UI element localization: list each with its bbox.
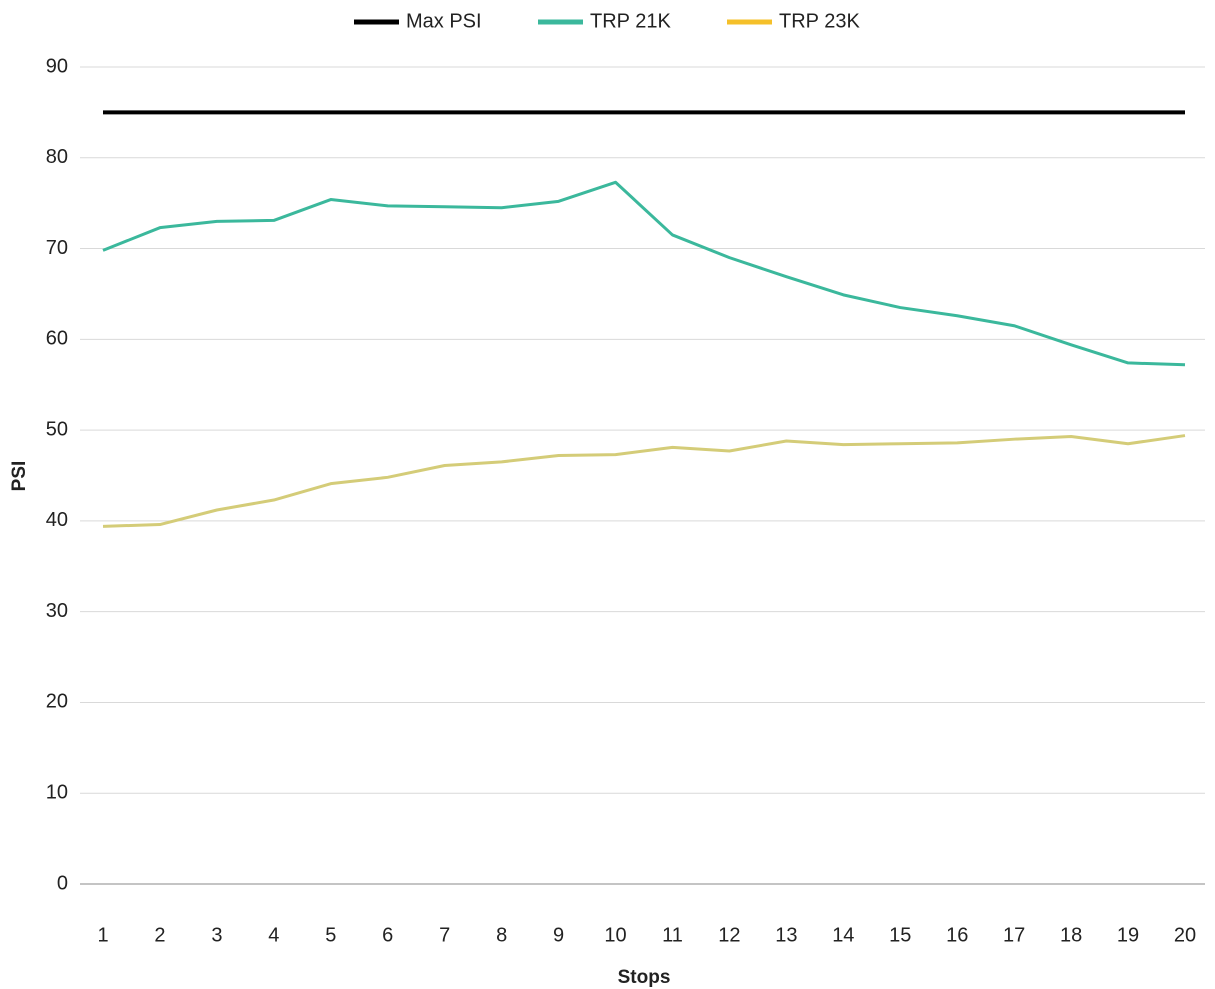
- y-tick-label: 10: [46, 782, 68, 804]
- legend-label: Max PSI: [406, 10, 482, 32]
- x-tick-label: 8: [496, 924, 507, 946]
- line-series: [102, 180, 1186, 367]
- line-series: [102, 434, 1186, 528]
- x-tick-label: 19: [1117, 924, 1139, 946]
- x-tick-label: 20: [1174, 924, 1196, 946]
- x-tick-label: 16: [946, 924, 968, 946]
- x-tick-label: 14: [832, 924, 854, 946]
- x-tick-label: 13: [775, 924, 797, 946]
- x-tick-label: 15: [889, 924, 911, 946]
- y-tick-label: 80: [46, 146, 68, 168]
- y-tick-label: 60: [46, 328, 68, 350]
- y-tick-label: 0: [57, 872, 68, 894]
- x-tick-label: 17: [1003, 924, 1025, 946]
- x-axis-title: Stops: [618, 967, 671, 988]
- x-tick-label: 2: [154, 924, 165, 946]
- y-tick-label: 40: [46, 509, 68, 531]
- x-tick-label: 6: [382, 924, 393, 946]
- y-tick-label: 20: [46, 691, 68, 713]
- legend-label: TRP 23K: [779, 10, 860, 32]
- x-tick-label: 3: [211, 924, 222, 946]
- x-tick-label: 7: [439, 924, 450, 946]
- legend-label: TRP 21K: [590, 10, 671, 32]
- x-tick-label: 9: [553, 924, 564, 946]
- y-tick-label: 90: [46, 55, 68, 77]
- y-axis-title: PSI: [9, 461, 30, 492]
- x-tick-label: 12: [718, 924, 740, 946]
- y-tick-label: 50: [46, 418, 68, 440]
- x-tick-label: 4: [268, 924, 279, 946]
- x-tick-label: 18: [1060, 924, 1082, 946]
- x-tick-label: 10: [604, 924, 626, 946]
- y-tick-label: 70: [46, 237, 68, 259]
- x-tick-label: 1: [97, 924, 108, 946]
- y-tick-label: 30: [46, 600, 68, 622]
- x-tick-label: 11: [662, 924, 683, 946]
- x-tick-label: 5: [325, 924, 336, 946]
